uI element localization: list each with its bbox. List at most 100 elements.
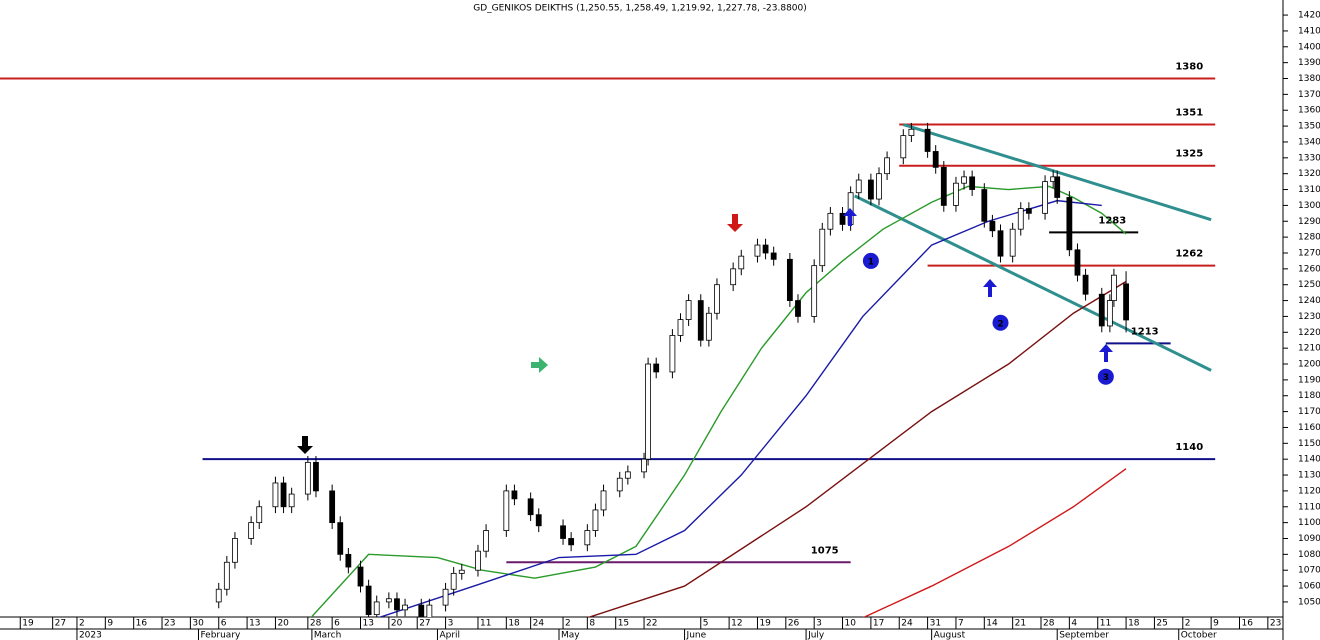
candle-body	[786, 258, 793, 301]
y-tick-label: 1120	[1298, 486, 1320, 496]
candle-body	[600, 490, 607, 511]
candle-body	[839, 212, 846, 225]
x-tick-label: 30	[192, 619, 204, 629]
y-tick-label: 1310	[1298, 185, 1320, 195]
x-tick-label: 13	[249, 619, 260, 629]
x-tick-label: 12	[731, 619, 742, 629]
x-tick-label: 19	[22, 619, 34, 629]
up-arrow	[1099, 344, 1113, 362]
candle-body	[248, 522, 255, 539]
candle-body	[1009, 228, 1016, 257]
candle-body	[373, 601, 380, 616]
candle-body	[365, 585, 372, 616]
y-tick-label: 1380	[1298, 74, 1320, 84]
marker-circle	[992, 314, 1009, 331]
candle-body	[738, 255, 745, 270]
y-tick-label: 1250	[1298, 280, 1320, 290]
candle-body	[483, 530, 489, 552]
x-tick-label: 24	[533, 619, 545, 629]
marker-label: 2	[997, 319, 1003, 329]
x-tick-label: 13	[363, 619, 374, 629]
y-tick-label: 1350	[1298, 122, 1320, 132]
down-arrow	[297, 436, 313, 454]
x-tick-label: 2	[1185, 619, 1191, 629]
candle-body	[1074, 249, 1081, 276]
marker-circle	[862, 252, 879, 269]
candle-body	[223, 561, 230, 590]
candle-body	[337, 522, 344, 555]
candle-body	[402, 604, 408, 611]
y-tick-label: 1220	[1298, 328, 1320, 338]
marker-label: 1	[868, 257, 874, 267]
candle-body	[677, 319, 684, 336]
candle-body	[876, 173, 882, 200]
candle-body	[754, 244, 761, 257]
y-tick-label: 1390	[1298, 58, 1320, 68]
candle-body	[527, 498, 534, 516]
candle-body	[770, 252, 777, 260]
candle-body	[1106, 300, 1113, 327]
candle-body	[981, 189, 988, 222]
x-tick-label: 20	[391, 619, 403, 629]
down-arrow	[727, 214, 743, 232]
x-tick-label: 18	[508, 619, 520, 629]
candle-body	[313, 461, 319, 492]
month-label: March	[314, 631, 341, 640]
candle-body	[511, 490, 518, 500]
candle-body	[1123, 283, 1129, 321]
candle-body	[1111, 274, 1117, 301]
candle-body	[705, 312, 712, 341]
candle-body	[795, 300, 801, 317]
y-tick-label: 1420	[1298, 11, 1320, 21]
up-arrow	[843, 208, 857, 226]
y-tick-label: 1400	[1298, 42, 1320, 52]
y-tick-label: 1160	[1298, 423, 1320, 433]
candle-body	[653, 363, 660, 373]
month-label: May	[561, 631, 580, 640]
y-tick-label: 1300	[1298, 201, 1320, 211]
candle-body	[1017, 208, 1024, 230]
x-tick-label: 17	[873, 619, 884, 629]
candle-body	[924, 128, 931, 152]
marker-circle	[1097, 368, 1114, 385]
candle-body	[458, 569, 465, 574]
candle-body	[932, 151, 939, 168]
candle-body	[357, 566, 364, 587]
chart-title: GD_GENIKOS DEIKTHS (1,250.55, 1,258.49, …	[473, 4, 807, 14]
y-tick-label: 1080	[1298, 550, 1320, 560]
marker-label: 3	[1103, 373, 1109, 383]
x-tick-label: 2	[79, 619, 85, 629]
x-tick-label: 9	[107, 619, 113, 629]
candle-body	[345, 553, 352, 568]
level-label: 1213	[1131, 326, 1159, 337]
candle-body	[535, 514, 542, 527]
level-label: 1140	[1175, 442, 1203, 453]
candle-body	[215, 588, 222, 603]
candle-body	[418, 604, 425, 617]
x-tick-label: 19	[759, 619, 771, 629]
x-tick-label: 15	[618, 619, 629, 629]
y-tick-label: 1100	[1298, 518, 1320, 528]
candle-body	[568, 538, 575, 546]
month-label: August	[934, 631, 966, 640]
x-tick-label: 16	[136, 619, 148, 629]
candle-body	[730, 268, 737, 286]
month-label: June	[686, 631, 707, 640]
candle-body	[1042, 181, 1048, 214]
y-tick-label: 1320	[1298, 169, 1320, 179]
candle-body	[280, 482, 287, 508]
y-tick-label: 1180	[1298, 391, 1320, 401]
candle-body	[819, 228, 826, 267]
x-tick-label: 28	[1043, 619, 1055, 629]
moving-average	[587, 280, 1127, 617]
y-tick-label: 1280	[1298, 233, 1320, 243]
month-label: July	[807, 631, 825, 640]
x-tick-label: 6	[221, 619, 227, 629]
x-tick-label: 27	[55, 619, 66, 629]
candle-body	[385, 598, 392, 603]
y-tick-label: 1190	[1298, 375, 1320, 385]
x-tick-label: 28	[310, 619, 322, 629]
moving-average	[378, 199, 1102, 617]
candle-body	[685, 300, 692, 321]
